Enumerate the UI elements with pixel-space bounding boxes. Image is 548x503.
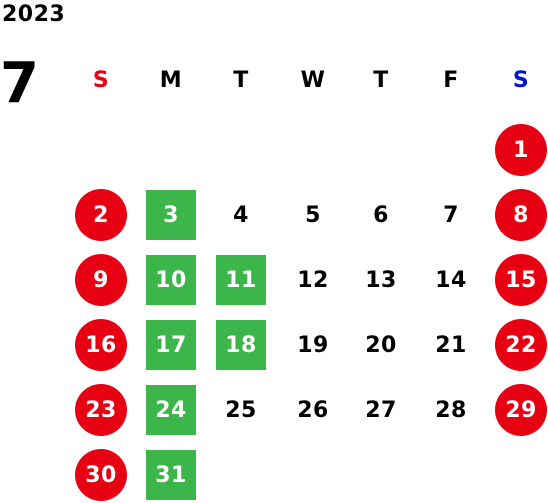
- day-cell: 14: [435, 267, 467, 293]
- weekday-header: S: [92, 67, 110, 93]
- weekday-header: S: [512, 67, 530, 93]
- day-cell: 19: [297, 332, 329, 358]
- day-cell: 21: [435, 332, 467, 358]
- day-cell-highlight: 24: [146, 385, 196, 435]
- weekday-header: T: [373, 67, 389, 93]
- day-cell: 13: [365, 267, 397, 293]
- day-cell-highlight: 31: [146, 450, 196, 500]
- day-cell: 28: [435, 397, 467, 423]
- weekday-header: F: [443, 67, 459, 93]
- day-cell-highlight: 10: [146, 255, 196, 305]
- day-cell: 5: [305, 202, 321, 228]
- day-cell-holiday: 1: [495, 124, 547, 176]
- day-cell-holiday: 29: [495, 384, 547, 436]
- day-cell: 25: [225, 397, 257, 423]
- day-cell: 20: [365, 332, 397, 358]
- day-cell-highlight: 18: [216, 320, 266, 370]
- day-cell-highlight: 3: [146, 190, 196, 240]
- day-cell-holiday: 15: [495, 254, 547, 306]
- day-cell-holiday: 23: [75, 384, 127, 436]
- weekday-header: T: [233, 67, 249, 93]
- day-cell-highlight: 17: [146, 320, 196, 370]
- day-cell-holiday: 2: [75, 189, 127, 241]
- day-cell-holiday: 22: [495, 319, 547, 371]
- day-cell: 4: [233, 202, 249, 228]
- day-cell: 27: [365, 397, 397, 423]
- day-cell: 7: [443, 202, 459, 228]
- weekday-header: W: [300, 67, 326, 93]
- day-cell-holiday: 30: [75, 449, 127, 501]
- day-cell-holiday: 16: [75, 319, 127, 371]
- day-cell: 26: [297, 397, 329, 423]
- day-cell-holiday: 9: [75, 254, 127, 306]
- day-cell-highlight: 11: [216, 255, 266, 305]
- day-cell-holiday: 8: [495, 189, 547, 241]
- calendar-year: 2023: [2, 2, 66, 27]
- day-cell: 12: [297, 267, 329, 293]
- weekday-header: M: [159, 67, 183, 93]
- day-cell: 6: [373, 202, 389, 228]
- calendar-month: 7: [0, 51, 39, 116]
